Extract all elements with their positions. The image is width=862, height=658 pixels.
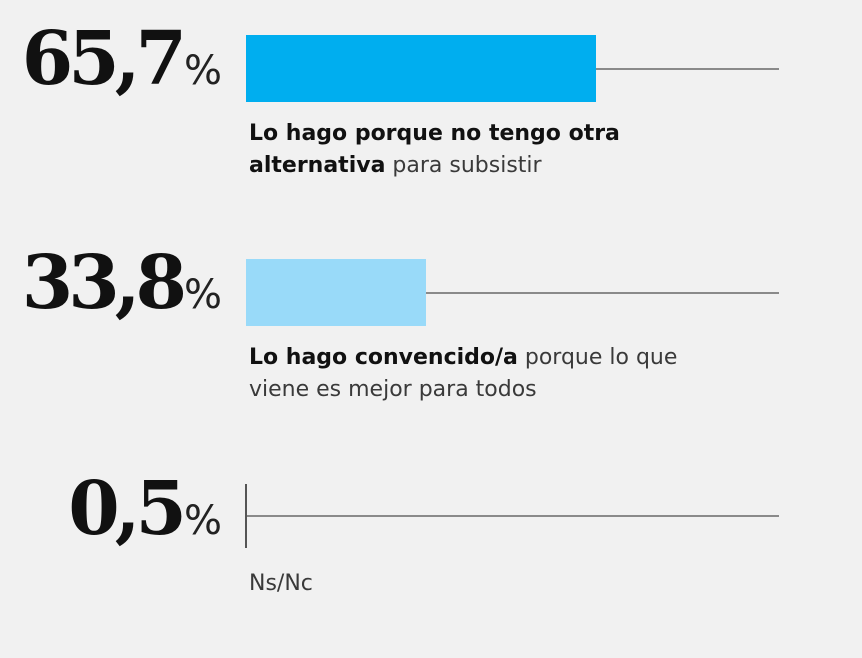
percentage-value: 33,8 — [21, 240, 187, 326]
category-label-rest: Ns/Nc — [249, 571, 313, 596]
category-label-rest: porque lo que viene es mejor para todos — [249, 345, 678, 402]
category-label-rest: para subsistir — [385, 153, 542, 178]
percentage-label: 33,8% — [0, 246, 222, 336]
bar-row: 65,7% Lo hago porque no tengo otra alter… — [0, 22, 862, 178]
category-label: Lo hago convencido/a porque lo que viene… — [249, 342, 689, 406]
bar-track — [246, 515, 779, 517]
percentage-label: 65,7% — [0, 22, 222, 112]
category-label: Lo hago porque no tengo otra alternativa… — [249, 118, 689, 182]
bar-track — [246, 292, 779, 294]
bar-row: 0,5% Ns/Nc — [0, 472, 862, 622]
percent-sign: % — [183, 498, 222, 544]
percentage-label: 0,5% — [0, 472, 222, 562]
percentage-value: 0,5 — [68, 466, 187, 552]
percentage-value: 65,7 — [21, 16, 187, 102]
zero-axis-tick — [245, 484, 247, 548]
percent-sign: % — [183, 48, 222, 94]
percent-sign: % — [183, 272, 222, 318]
category-label-bold: Lo hago convencido/a — [249, 345, 518, 370]
bar — [246, 35, 597, 102]
bar — [246, 259, 427, 326]
bar-row: 33,8% Lo hago convencido/a porque lo que… — [0, 246, 862, 402]
category-label: Ns/Nc — [249, 568, 689, 600]
category-label-bold: Lo hago porque no tengo otra alternativa — [249, 121, 620, 178]
